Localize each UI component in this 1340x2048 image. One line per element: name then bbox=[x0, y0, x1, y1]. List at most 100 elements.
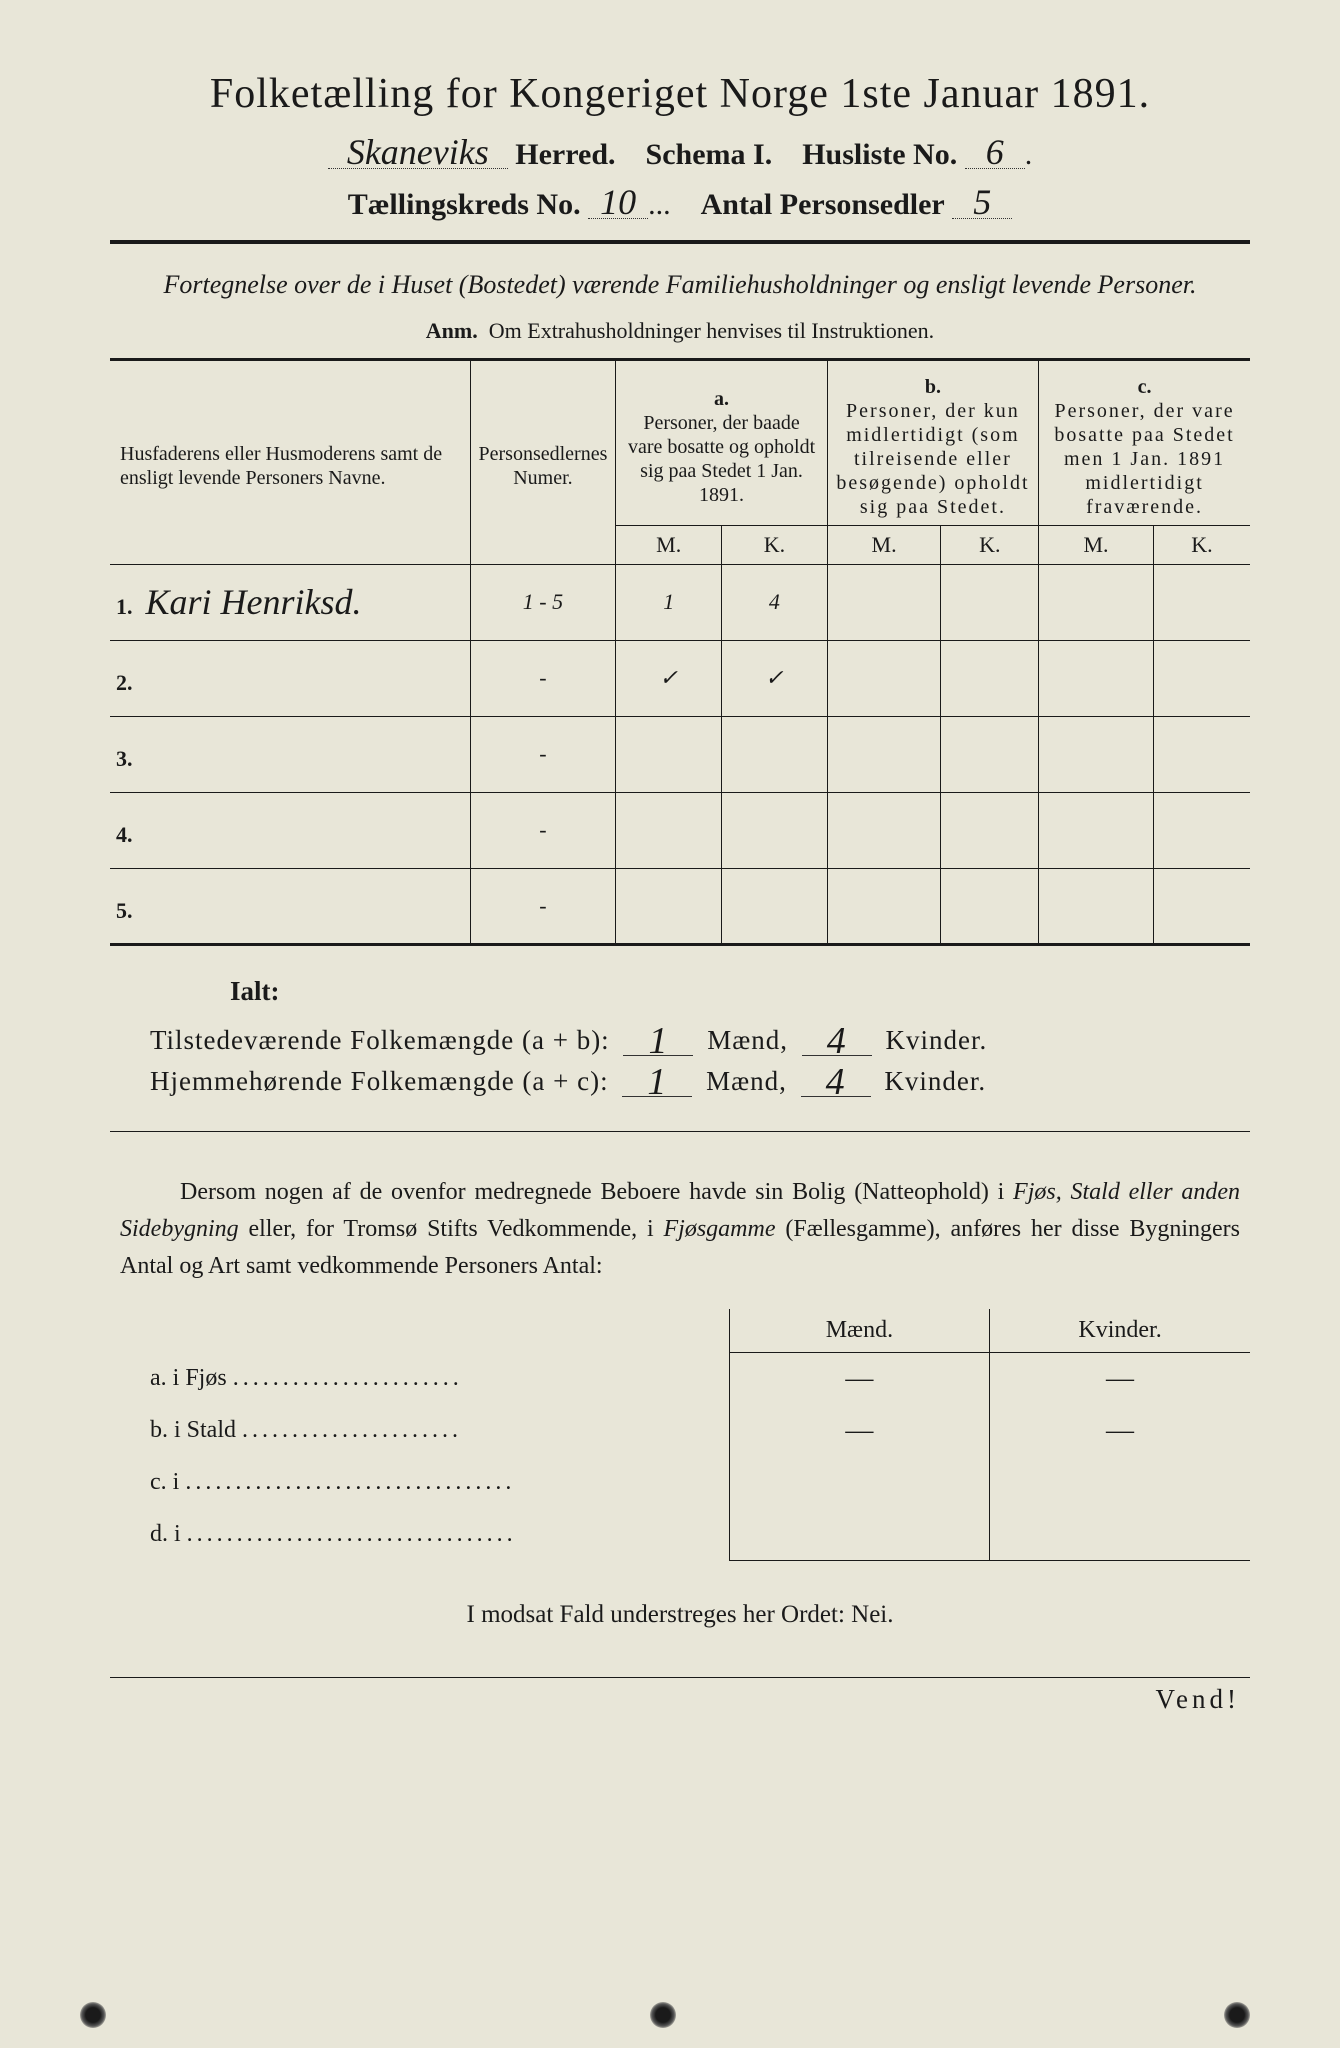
row-name: 5. bbox=[110, 868, 470, 944]
kreds-label: Tællingskreds No. bbox=[348, 188, 581, 221]
table-row: 3. - bbox=[110, 716, 1250, 792]
lower-row-m bbox=[729, 1457, 989, 1509]
table-row: 1. Kari Henriksd.1 - 514 bbox=[110, 564, 1250, 640]
table-row: 4. - bbox=[110, 792, 1250, 868]
row-a-m bbox=[616, 716, 722, 792]
row-b-k bbox=[941, 792, 1039, 868]
modsat-line: I modsat Fald understreges her Ordet: Ne… bbox=[110, 1601, 1250, 1629]
row-a-k bbox=[722, 716, 828, 792]
row-name: 3. bbox=[110, 716, 470, 792]
col-b-header: b. Personer, der kun midlertidigt (som t… bbox=[827, 359, 1038, 525]
page-title: Folketælling for Kongeriget Norge 1ste J… bbox=[110, 70, 1250, 118]
lower-row: b. i Stald ......................—— bbox=[110, 1405, 1250, 1457]
row-b-k bbox=[941, 564, 1039, 640]
totals-line-1: Tilstedeværende Folkemængde (a + b): 1 M… bbox=[150, 1025, 1250, 1056]
row-a-m: ✓ bbox=[616, 640, 722, 716]
lower-row-label: b. i Stald ...................... bbox=[110, 1405, 729, 1457]
lower-h-k: Kvinder. bbox=[990, 1309, 1250, 1353]
antal-handwritten: 5 bbox=[952, 186, 1012, 219]
table-row: 5. - bbox=[110, 868, 1250, 944]
census-form-page: Folketælling for Kongeriget Norge 1ste J… bbox=[0, 0, 1340, 2048]
row-a-k bbox=[722, 792, 828, 868]
lower-row: c. i ................................. bbox=[110, 1457, 1250, 1509]
vend-label: Vend! bbox=[110, 1677, 1250, 1715]
row-c-m bbox=[1039, 564, 1154, 640]
row-a-m bbox=[616, 868, 722, 944]
lower-row-m bbox=[729, 1509, 989, 1561]
row-b-m bbox=[827, 792, 941, 868]
row-a-m bbox=[616, 792, 722, 868]
lower-row-m: — bbox=[729, 1405, 989, 1457]
col-a-k: K. bbox=[722, 525, 828, 564]
row-a-k bbox=[722, 868, 828, 944]
antal-label: Antal Personsedler bbox=[701, 188, 945, 221]
row-a-k: ✓ bbox=[722, 640, 828, 716]
anm-label: Anm. bbox=[426, 318, 478, 343]
anm-text: Om Extrahusholdninger henvises til Instr… bbox=[489, 318, 934, 343]
line1-m-value: 1 bbox=[623, 1028, 693, 1056]
line1-k-value: 4 bbox=[802, 1028, 872, 1056]
row-b-m bbox=[827, 640, 941, 716]
row-c-k bbox=[1153, 640, 1250, 716]
row-c-k bbox=[1153, 792, 1250, 868]
lower-h-m: Mænd. bbox=[729, 1309, 989, 1353]
header-line-2: Tællingskreds No. 10... Antal Personsedl… bbox=[110, 186, 1250, 222]
kreds-handwritten: 10 bbox=[588, 186, 648, 219]
row-c-m bbox=[1039, 640, 1154, 716]
rule-1 bbox=[110, 240, 1250, 244]
row-b-m bbox=[827, 868, 941, 944]
paragraph: Dersom nogen af de ovenfor medregnede Be… bbox=[120, 1174, 1240, 1286]
row-b-k bbox=[941, 868, 1039, 944]
col-c-header: c. Personer, der vare bosatte paa Stedet… bbox=[1039, 359, 1250, 525]
row-num: - bbox=[470, 640, 616, 716]
totals-block: Ialt: Tilstedeværende Folkemængde (a + b… bbox=[110, 976, 1250, 1097]
lower-row: a. i Fjøs .......................—— bbox=[110, 1353, 1250, 1405]
punch-hole-icon bbox=[80, 2002, 106, 2028]
row-b-m bbox=[827, 564, 941, 640]
totals-line-2: Hjemmehørende Folkemængde (a + c): 1 Mæn… bbox=[150, 1066, 1250, 1097]
herred-label: Herred. bbox=[515, 138, 615, 171]
row-num: 1 - 5 bbox=[470, 564, 616, 640]
main-table: Husfaderens eller Husmoderens samt de en… bbox=[110, 358, 1250, 946]
row-c-m bbox=[1039, 792, 1154, 868]
line2-k-value: 4 bbox=[801, 1069, 871, 1097]
rule-2 bbox=[110, 1131, 1250, 1132]
paragraph-text: Dersom nogen af de ovenfor medregnede Be… bbox=[120, 1179, 1240, 1279]
col-b-k: K. bbox=[941, 525, 1039, 564]
col-a-m: M. bbox=[616, 525, 722, 564]
line2-m-value: 1 bbox=[622, 1069, 692, 1097]
row-c-k bbox=[1153, 868, 1250, 944]
punch-hole-icon bbox=[1224, 2002, 1250, 2028]
lower-row-k: — bbox=[990, 1405, 1250, 1457]
lower-row-label: d. i ................................. bbox=[110, 1509, 729, 1561]
schema-label: Schema I. bbox=[646, 138, 773, 171]
row-c-m bbox=[1039, 716, 1154, 792]
row-num: - bbox=[470, 868, 616, 944]
row-name: 1. Kari Henriksd. bbox=[110, 564, 470, 640]
row-c-k bbox=[1153, 716, 1250, 792]
punch-hole-icon bbox=[650, 2002, 676, 2028]
row-c-m bbox=[1039, 868, 1154, 944]
row-name: 4. bbox=[110, 792, 470, 868]
table-row: 2. -✓✓ bbox=[110, 640, 1250, 716]
header-line-1: Skaneviks Herred. Schema I. Husliste No.… bbox=[110, 136, 1250, 172]
col-c-k: K. bbox=[1153, 525, 1250, 564]
husliste-label: Husliste No. bbox=[802, 138, 957, 171]
lower-row-label: a. i Fjøs ....................... bbox=[110, 1353, 729, 1405]
ialt-label: Ialt: bbox=[230, 976, 1250, 1007]
row-a-m: 1 bbox=[616, 564, 722, 640]
lower-row-k bbox=[990, 1509, 1250, 1561]
row-name: 2. bbox=[110, 640, 470, 716]
herred-handwritten: Skaneviks bbox=[328, 136, 508, 169]
row-a-k: 4 bbox=[722, 564, 828, 640]
row-num: - bbox=[470, 716, 616, 792]
col-num-header: Personsedlernes Numer. bbox=[470, 359, 616, 564]
table-body: 1. Kari Henriksd.1 - 5142. -✓✓3. -4. -5.… bbox=[110, 564, 1250, 944]
lower-table: Mænd. Kvinder. a. i Fjøs ...............… bbox=[110, 1309, 1250, 1561]
husliste-handwritten: 6 bbox=[965, 136, 1025, 169]
lower-row-k: — bbox=[990, 1353, 1250, 1405]
row-b-m bbox=[827, 716, 941, 792]
col-a-header: a. Personer, der baade vare bosatte og o… bbox=[616, 359, 827, 525]
subtitle: Fortegnelse over de i Huset (Bostedet) v… bbox=[150, 266, 1210, 304]
row-num: - bbox=[470, 792, 616, 868]
